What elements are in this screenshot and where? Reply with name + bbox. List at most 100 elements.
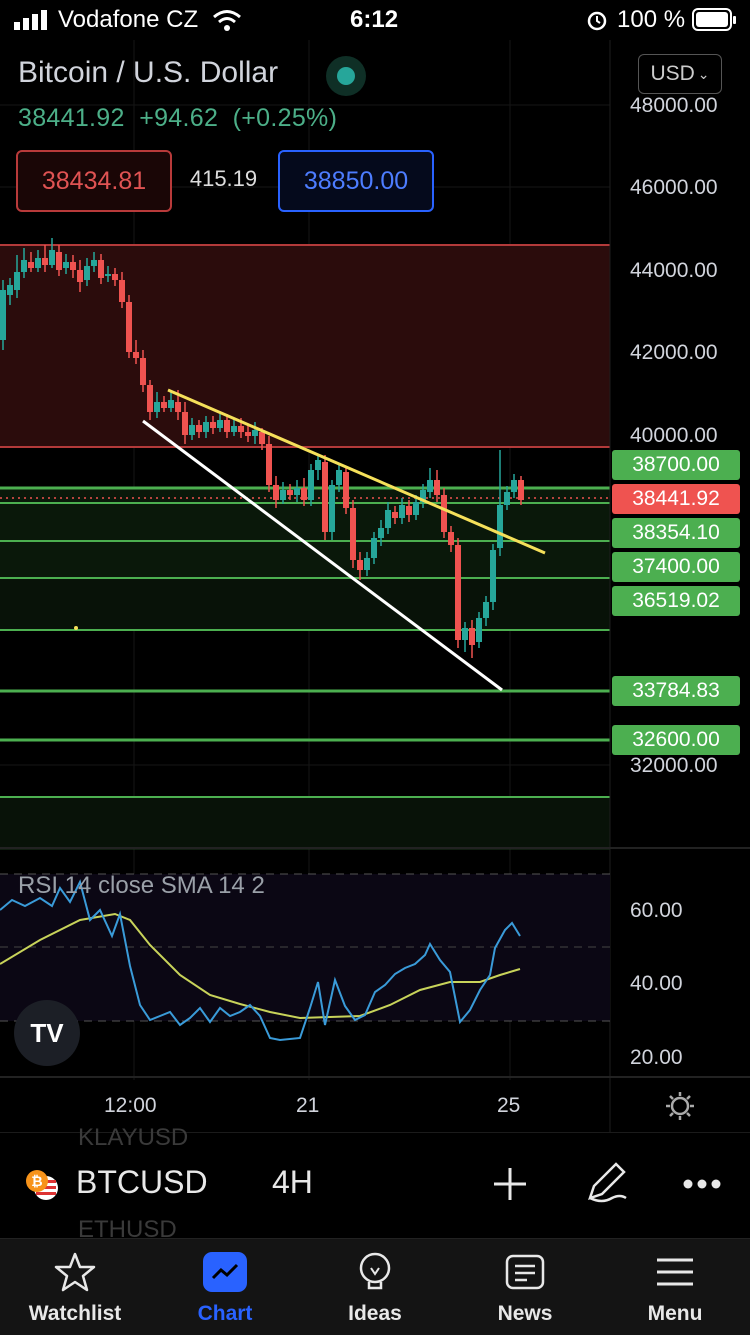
candle-body <box>273 485 279 500</box>
candle-body <box>28 262 34 268</box>
rsi-axis-40: 40.00 <box>630 972 683 995</box>
alarm-icon <box>587 11 607 31</box>
price-tag-37400: 37400.00 <box>612 552 740 582</box>
tab-news[interactable]: News <box>450 1250 600 1326</box>
price-tag-38700: 38700.00 <box>612 450 740 480</box>
rsi-indicator-label[interactable]: RSI 14 close SMA 14 2 <box>18 872 265 899</box>
price-tag-38354: 38354.10 <box>612 518 740 548</box>
carrier-name: Vodafone CZ <box>58 6 199 33</box>
axis-label-32000: 32000.00 <box>630 754 718 777</box>
upper-trendline[interactable] <box>167 388 546 555</box>
currency-selector[interactable]: USD ⌄ <box>638 54 722 94</box>
candle-body <box>420 490 426 502</box>
candle-body <box>497 505 503 548</box>
rsi-sma-line <box>0 912 521 1020</box>
candle-body <box>511 480 517 492</box>
more-options-icon[interactable] <box>682 1178 722 1190</box>
candle-body <box>308 470 314 500</box>
candle-body <box>280 490 286 500</box>
current-price-tag: 38441.92 <box>612 484 740 514</box>
candle-body <box>427 480 433 492</box>
tab-label: Ideas <box>348 1302 402 1325</box>
sell-button[interactable]: 38434.81 <box>16 150 172 212</box>
candle-body <box>231 426 237 432</box>
candle-body <box>7 285 13 295</box>
add-indicator-plus-icon[interactable] <box>490 1164 530 1204</box>
market-status-indicator <box>326 56 366 96</box>
tab-label: News <box>497 1302 553 1325</box>
prev-symbol-hint: KLAYUSD <box>78 1124 189 1151</box>
buy-button[interactable]: 38850.00 <box>278 150 434 212</box>
tab-watchlist[interactable]: Watchlist <box>0 1250 150 1326</box>
tab-menu[interactable]: Menu <box>600 1250 750 1326</box>
tradingview-logo[interactable]: TV <box>14 1000 80 1066</box>
lightbulb-icon <box>353 1250 397 1294</box>
candle-body <box>14 272 20 290</box>
candle-body <box>70 262 76 270</box>
tab-label: Chart <box>197 1302 253 1325</box>
tab-label: Menu <box>647 1302 703 1325</box>
price-tag-36519: 36519.02 <box>612 586 740 616</box>
candle-body <box>413 502 419 515</box>
currency-label: USD <box>650 62 695 85</box>
rsi-axis-60: 60.00 <box>630 899 683 922</box>
axis-label-40000: 40000.00 <box>630 424 718 447</box>
tab-ideas[interactable]: Ideas <box>300 1250 450 1326</box>
spread-value: 415.19 <box>189 166 258 191</box>
candle-body <box>105 274 111 276</box>
candle-body <box>399 505 405 518</box>
news-icon <box>503 1250 547 1294</box>
candle-body <box>49 250 55 265</box>
tab-label: Watchlist <box>28 1302 122 1325</box>
candle-body <box>245 432 251 436</box>
drawing-tools-pencil-icon[interactable] <box>584 1160 630 1206</box>
timeframe-selector[interactable]: 4H <box>272 1164 313 1200</box>
candle-body <box>252 430 258 436</box>
last-price: 38441.92 <box>18 104 125 132</box>
candle-body <box>35 258 41 268</box>
candle-body <box>217 420 223 428</box>
candle-body <box>77 270 83 282</box>
symbol-selector[interactable]: BTCUSD <box>76 1164 208 1200</box>
time-label-21: 21 <box>296 1094 320 1117</box>
tab-chart[interactable]: Chart <box>150 1250 300 1326</box>
candle-body <box>140 358 146 385</box>
instrument-title[interactable]: Bitcoin / U.S. Dollar <box>18 56 279 89</box>
candle-body <box>133 352 139 358</box>
candle-body <box>21 260 27 272</box>
wifi-icon <box>213 10 241 31</box>
candle-body <box>63 262 69 268</box>
candle-body <box>91 260 97 266</box>
price-tag-32600: 32600.00 <box>612 725 740 755</box>
resistance-zone <box>0 245 610 447</box>
candle-body <box>210 422 216 428</box>
candle-body <box>476 618 482 642</box>
candle-body <box>490 550 496 602</box>
candle-body <box>406 506 412 515</box>
clock-time: 6:12 <box>350 6 399 33</box>
candle-body <box>119 280 125 302</box>
candle-body <box>322 462 328 532</box>
lower-trendline[interactable] <box>142 419 503 692</box>
candle-body <box>518 480 524 500</box>
time-label-25: 25 <box>497 1094 521 1117</box>
candle-body <box>329 485 335 532</box>
candle-body <box>371 538 377 558</box>
axis-label-42000: 42000.00 <box>630 341 718 364</box>
price-chart[interactable] <box>0 40 750 1132</box>
star-icon <box>53 1250 97 1294</box>
candle-body <box>315 460 321 470</box>
price-change: +94.62 <box>139 104 219 132</box>
candle-body <box>448 532 454 545</box>
bitcoin-usd-flag-icon: ₿ <box>26 1170 58 1200</box>
battery-percent: 100 % <box>617 6 686 33</box>
candle-body <box>350 508 356 560</box>
candle-body <box>462 628 468 640</box>
candle-body <box>434 480 440 495</box>
svg-text:₿: ₿ <box>31 1174 42 1190</box>
candle-body <box>112 274 118 280</box>
axis-label-46000: 46000.00 <box>630 176 718 199</box>
candle-body <box>0 290 6 340</box>
chart-settings-gear-icon[interactable] <box>664 1090 696 1122</box>
candle-body <box>161 402 167 408</box>
